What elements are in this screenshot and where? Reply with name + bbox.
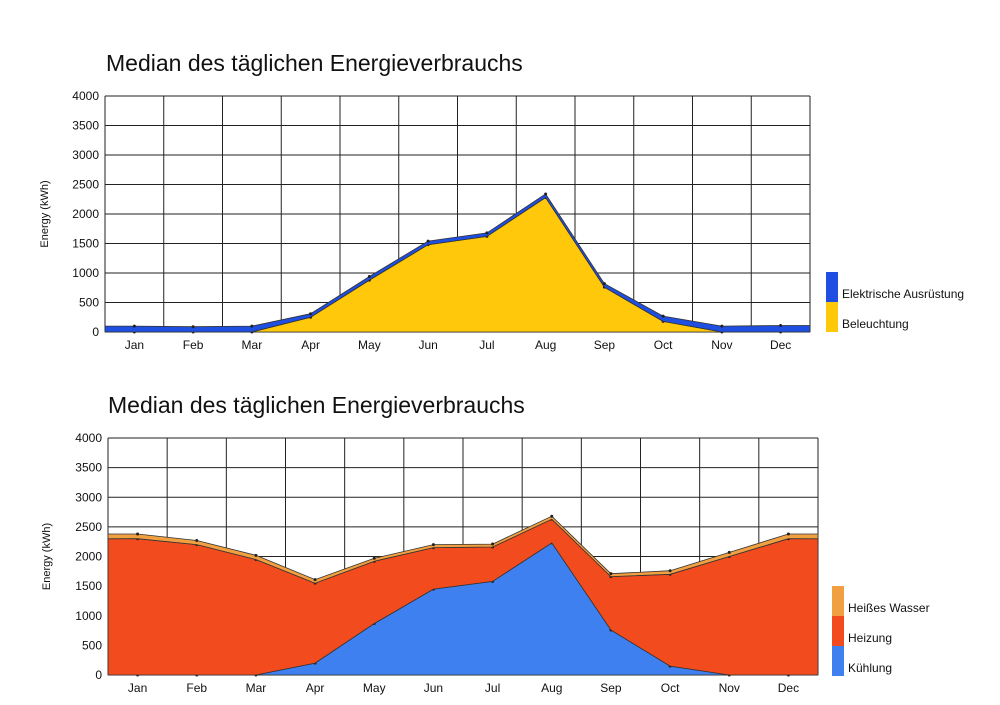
chart-1: 0 500 1000 1500 2000 2500 3000 3500 4000 Jan Feb Ma… bbox=[39, 89, 964, 352]
legend-swatch bbox=[826, 272, 838, 302]
data-point bbox=[491, 542, 495, 546]
x-tick-label: Dec bbox=[770, 338, 791, 352]
data-point bbox=[609, 572, 613, 576]
legend-label: Elektrische Ausrüstung bbox=[842, 287, 964, 301]
x-tick-label: Aug bbox=[541, 681, 562, 695]
x-tick-label: Apr bbox=[306, 681, 325, 695]
y-tick-label: 500 bbox=[82, 638, 102, 652]
series-area-1 bbox=[104, 193, 811, 333]
y-tick-label: 0 bbox=[95, 668, 102, 682]
data-point bbox=[195, 539, 199, 543]
y-tick-label: 1500 bbox=[72, 237, 99, 251]
legend-swatch bbox=[832, 616, 844, 646]
y-tick-label: 2000 bbox=[72, 207, 99, 221]
x-tick-label: Jul bbox=[479, 338, 494, 352]
data-point bbox=[727, 550, 731, 554]
data-point bbox=[191, 325, 195, 329]
x-tick-label: Jun bbox=[424, 681, 443, 695]
x-tick-label: Oct bbox=[661, 681, 680, 695]
x-tick-label: Feb bbox=[186, 681, 207, 695]
legend-label: Heizung bbox=[848, 631, 892, 645]
x-tick-label: Jan bbox=[125, 338, 144, 352]
chart-1-title: Median des täglichen Energieverbrauchs bbox=[106, 50, 523, 76]
data-point bbox=[668, 569, 672, 573]
x-tick-label: Mar bbox=[242, 338, 263, 352]
y-tick-label: 3000 bbox=[75, 490, 102, 504]
data-point bbox=[786, 532, 790, 536]
legend-swatch bbox=[832, 646, 844, 676]
x-tick-label: Sep bbox=[600, 681, 622, 695]
data-point bbox=[309, 312, 313, 316]
legend-label: Heißes Wasser bbox=[848, 601, 930, 615]
y-tick-label: 3500 bbox=[75, 461, 102, 475]
data-point bbox=[132, 324, 136, 328]
x-tick-label: Sep bbox=[594, 338, 616, 352]
x-tick-label: Nov bbox=[711, 338, 732, 352]
x-tick-label: Nov bbox=[719, 681, 740, 695]
chart-2: 0 500 1000 1500 2000 2500 3000 3500 4000 Jan Feb Ma… bbox=[41, 431, 930, 695]
data-point bbox=[431, 543, 435, 547]
legend-label: Beleuchtung bbox=[842, 317, 909, 331]
y-tick-label: 1500 bbox=[75, 579, 102, 593]
data-point bbox=[602, 282, 606, 286]
chart-2-title: Median des täglichen Energieverbrauchs bbox=[108, 392, 525, 418]
y-tick-label: 1000 bbox=[72, 266, 99, 280]
x-tick-label: Feb bbox=[183, 338, 204, 352]
data-point bbox=[661, 314, 665, 318]
y-tick-label: 2500 bbox=[72, 178, 99, 192]
y-axis-label: Energy (kWh) bbox=[39, 180, 51, 247]
x-tick-label: Jul bbox=[485, 681, 500, 695]
data-point bbox=[426, 239, 430, 243]
data-point bbox=[136, 532, 140, 536]
y-tick-label: 2500 bbox=[75, 520, 102, 534]
x-tick-label: Jun bbox=[418, 338, 437, 352]
x-tick-label: Dec bbox=[778, 681, 799, 695]
x-tick-label: Jan bbox=[128, 681, 147, 695]
data-point bbox=[367, 275, 371, 279]
x-tick-label: Apr bbox=[301, 338, 320, 352]
y-axis-label: Energy (kWh) bbox=[41, 523, 53, 590]
y-tick-label: 1000 bbox=[75, 609, 102, 623]
y-tick-label: 3500 bbox=[72, 119, 99, 133]
series-area-2 bbox=[107, 515, 819, 584]
data-point bbox=[372, 556, 376, 560]
x-tick-label: Mar bbox=[246, 681, 267, 695]
legend-swatch bbox=[832, 586, 844, 616]
data-point bbox=[313, 578, 317, 582]
data-point bbox=[485, 231, 489, 235]
legend-swatch bbox=[826, 302, 838, 332]
x-tick-label: May bbox=[363, 681, 386, 695]
data-point bbox=[254, 553, 258, 557]
data-point bbox=[544, 192, 548, 196]
legend-label: Kühlung bbox=[848, 661, 892, 675]
x-tick-label: Oct bbox=[654, 338, 673, 352]
y-tick-label: 3000 bbox=[72, 148, 99, 162]
y-tick-label: 0 bbox=[92, 325, 99, 339]
data-point bbox=[250, 324, 254, 328]
y-tick-label: 4000 bbox=[72, 89, 99, 103]
x-tick-label: Aug bbox=[535, 338, 556, 352]
y-tick-label: 500 bbox=[79, 296, 99, 310]
y-tick-label: 4000 bbox=[75, 431, 102, 445]
x-tick-label: May bbox=[358, 338, 381, 352]
data-point bbox=[550, 514, 554, 518]
data-point bbox=[779, 324, 783, 328]
data-point bbox=[720, 324, 724, 328]
y-tick-label: 2000 bbox=[75, 550, 102, 564]
